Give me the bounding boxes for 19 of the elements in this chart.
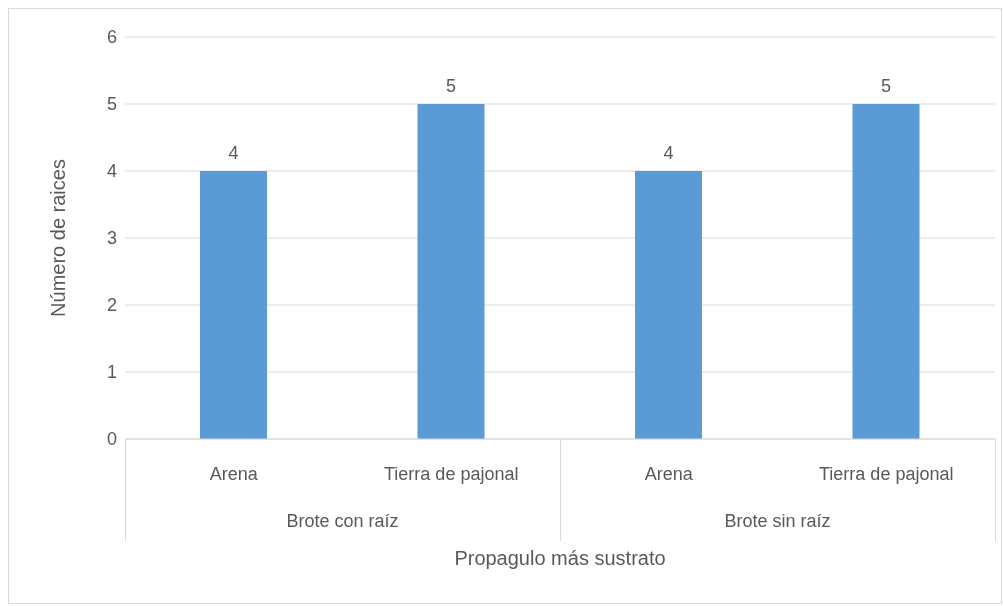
data-label: 4 [663,143,674,163]
text: Brote sin raíz [723,511,832,532]
y-axis-title: Número de raices [47,159,70,317]
data-label: 4 [228,143,239,163]
y-tick-label: 2 [106,295,117,316]
x-tick-label: Tierra de pajonal [819,463,954,484]
data-label: 5 [880,76,892,96]
y-tick-label: 6 [106,27,117,48]
x-tick-label: Tierra de pajonal [384,463,519,484]
y-tick-label: 5 [106,94,117,115]
x-tick-label: Arena [209,463,259,484]
data-label: 5 [445,76,457,96]
y-tick-label: 4 [106,161,117,182]
text: Brote con raíz [285,511,400,532]
x-axis-title: Propagulo más sustrato [453,547,667,570]
y-tick-label: 3 [106,228,117,249]
y-tick-label: 0 [106,429,117,450]
x-tick-label: Arena [644,463,694,484]
y-tick-label: 1 [106,362,117,383]
